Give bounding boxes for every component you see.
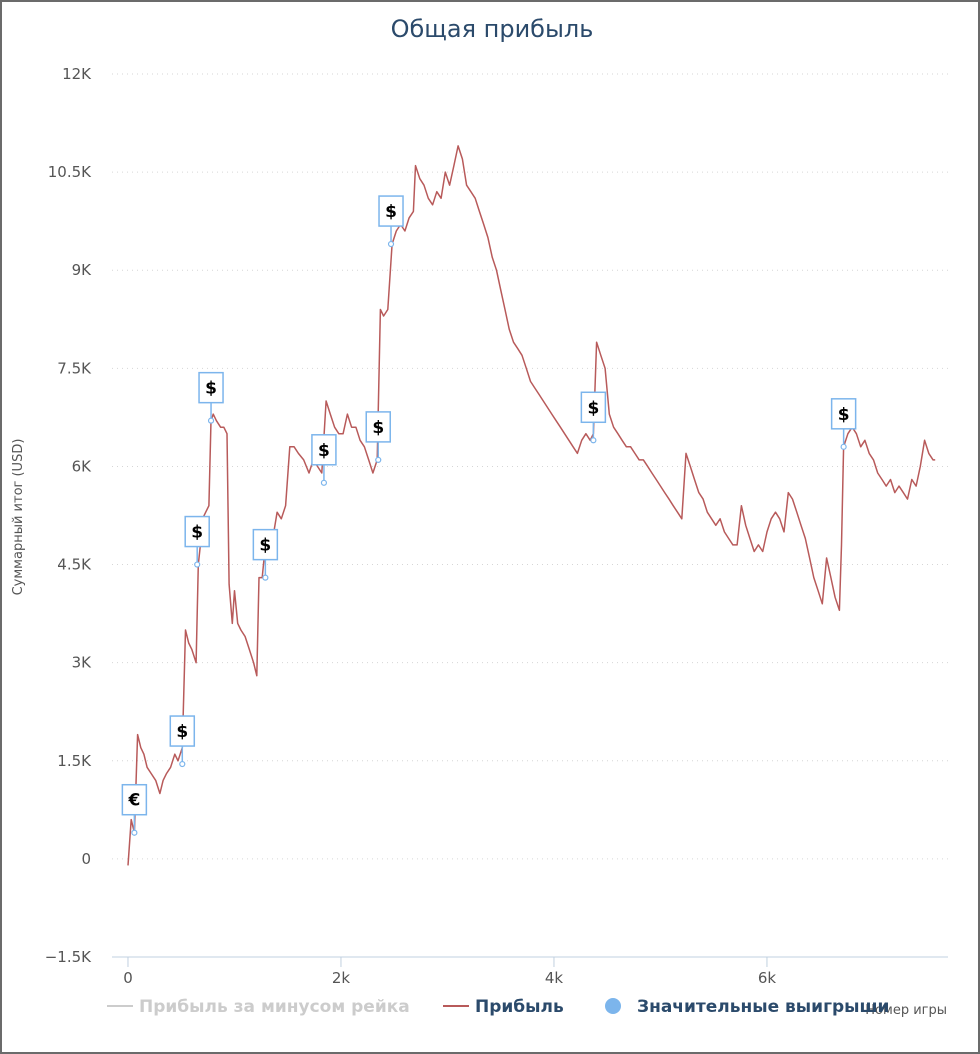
big-win-flag[interactable]: $ [830,398,857,450]
flag-box [378,195,404,227]
flag-point [320,479,328,486]
legend-item[interactable]: Прибыль [443,997,564,1017]
chart-title: Общая прибыль [391,15,594,43]
legend-item[interactable]: Значительные выигрыши [605,997,889,1017]
flags-layer: € $ $ $ $ $ $ $ $ $ [121,195,857,836]
flag-point [207,417,215,424]
flag-point [375,456,382,464]
flag-label: $ [205,379,217,399]
flag-box [252,528,279,561]
y-axis-title: Суммарный итог (USD) [11,439,26,596]
x-axis-title: Номер игры [865,1003,947,1018]
profit-line [127,145,936,866]
flag-box [184,515,210,548]
flag-label: € [127,791,140,811]
big-win-flag[interactable]: $ [378,195,404,248]
big-win-flag[interactable]: $ [365,411,391,464]
y-tick-label: 12K [62,65,92,83]
x-tick-label: 2k [332,969,351,987]
y-tick-label: 7.5K [57,359,92,377]
y-tick-label: 9K [72,261,93,279]
flag-box [365,411,391,443]
big-win-flag[interactable]: $ [580,391,607,444]
legend-dot-symbol [605,998,621,1014]
y-tick-label: 1.5K [57,752,92,770]
flag-label: $ [259,536,271,556]
flag-label: $ [318,441,330,461]
big-win-flag[interactable]: $ [311,434,337,486]
flag-box [580,391,607,424]
big-win-flag[interactable]: € [121,783,148,836]
flag-point [590,437,597,444]
flag-point [179,760,186,768]
big-win-flag[interactable]: $ [198,371,224,424]
flag-label: $ [385,202,397,222]
flag-box [198,371,224,404]
flag-point [194,561,201,568]
legend-label: Прибыль [475,997,564,1017]
flag-label: $ [191,523,203,543]
flag-point [387,240,395,248]
flag-label: $ [176,722,188,742]
big-win-flag[interactable]: $ [252,528,279,581]
legend-label: Прибыль за минусом рейка [139,997,410,1017]
legend: Прибыль за минусом рейка Прибыль Значитель… [107,997,889,1017]
flag-box [169,715,196,747]
axes: −1.5K 0 1.5K 3K 4.5K 6K 7.5K 9K 10.5K 12K 0 2k 4k 6k [45,65,948,987]
y-tick-label: 3K [72,654,93,672]
flag-point [131,829,138,836]
y-tick-label: 6K [72,457,93,475]
y-tick-label: 10.5K [48,163,92,181]
flag-label: $ [587,398,599,418]
flag-label: $ [838,405,850,425]
flag-box [121,783,148,816]
flag-point [262,574,269,581]
y-tick-label: 4.5K [57,556,92,574]
x-tick-label: 4k [545,969,564,987]
flag-point [840,443,847,450]
flag-box [830,398,857,430]
flag-box [311,434,337,466]
grid-lines [112,73,948,958]
flag-label: $ [372,418,384,438]
x-tick-label: 6k [758,969,777,987]
y-tick-label: −1.5K [45,948,92,966]
legend-label: Значительные выигрыши [637,997,889,1017]
x-tick-label: 0 [123,969,133,987]
big-win-flag[interactable]: $ [169,715,196,768]
y-tick-label: 0 [81,850,91,868]
series-layer [127,145,936,866]
big-win-flag[interactable]: $ [184,515,210,568]
legend-item[interactable]: Прибыль за минусом рейка [107,997,410,1017]
